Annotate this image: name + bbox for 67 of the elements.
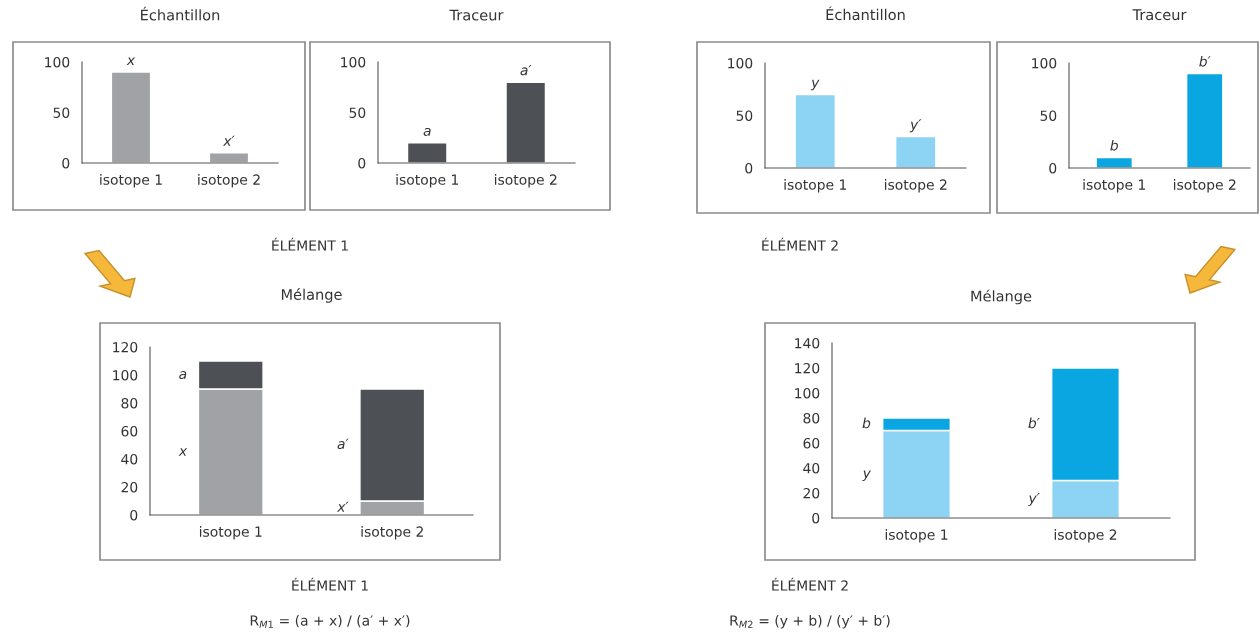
annotation: b [862, 417, 871, 429]
annotation: a [423, 127, 431, 136]
y-tick-label: 100 [728, 57, 753, 69]
text: R$_{M2}$ = (y + b) / (y′ + b′) [730, 615, 890, 629]
text: ÉLÉMENT 2 [772, 577, 848, 591]
y-tick-label: 100 [341, 56, 366, 68]
y-tick-label: 140 [795, 337, 820, 349]
x-tick-label: isotope 1 [396, 174, 459, 188]
y-tick-label: 50 [1040, 110, 1057, 121]
y-tick-label: 50 [53, 107, 70, 118]
annotation: y′ [1028, 492, 1040, 506]
y-tick-label: 100 [795, 387, 820, 399]
text: R$_{M1}$ = (a + x) / (a′ + x′) [250, 615, 410, 628]
annotation: x′ [222, 135, 235, 146]
y-tick-label: 20 [803, 487, 820, 499]
x-tick-label: isotope 2 [494, 174, 557, 188]
x-tick-label: isotope 1 [885, 529, 948, 543]
chart-title: Mélange [281, 288, 342, 303]
annotation: x [178, 448, 188, 456]
chart-title: Traceur [449, 9, 504, 21]
y-tick-label: 60 [803, 437, 820, 449]
x-tick-label: isotope 2 [884, 179, 947, 193]
x-tick-label: isotope 2 [1054, 529, 1117, 543]
y-tick-label: 40 [121, 453, 138, 465]
y-tick-label: 0 [1049, 162, 1057, 174]
y-tick-label: 0 [62, 157, 70, 169]
text: ÉLÉMENT 1 [272, 237, 348, 251]
annotation: y′ [909, 119, 922, 133]
y-tick-label: 0 [130, 509, 138, 521]
y-tick-label: 50 [736, 110, 753, 121]
y-tick-label: 80 [121, 397, 138, 409]
annotation: a′ [337, 438, 349, 450]
y-tick-label: 80 [803, 412, 820, 424]
x-tick-label: isotope 2 [1173, 179, 1236, 193]
y-tick-label: 100 [113, 369, 138, 381]
x-tick-label: isotope 2 [198, 174, 260, 188]
y-tick-label: 100 [45, 56, 70, 68]
y-tick-label: 120 [795, 362, 820, 374]
chart-title: Traceur [1132, 9, 1187, 21]
annotation: x′ [336, 501, 349, 512]
text: ÉLÉMENT 1 [292, 577, 368, 591]
text: ÉLÉMENT 2 [762, 237, 838, 251]
y-tick-label: 0 [358, 157, 366, 169]
chart-title: Mélange [971, 289, 1032, 305]
y-tick-label: 40 [803, 462, 820, 474]
chart-title: Échantillon [141, 6, 220, 21]
y-tick-label: 50 [349, 107, 366, 118]
x-tick-label: isotope 1 [1083, 179, 1146, 193]
annotation: x [126, 57, 136, 66]
annotation: b′ [1028, 417, 1040, 429]
y-tick-label: 20 [121, 481, 138, 493]
y-tick-label: 0 [745, 162, 753, 174]
y-tick-label: 0 [812, 512, 820, 524]
annotation: y [862, 470, 872, 481]
annotation: y [810, 79, 820, 91]
y-tick-label: 120 [113, 341, 138, 353]
annotation: b′ [1199, 55, 1211, 67]
x-tick-label: isotope 1 [199, 526, 262, 540]
y-tick-label: 60 [121, 425, 138, 437]
x-tick-label: isotope 2 [361, 526, 423, 540]
annotation: a′ [520, 65, 532, 76]
annotation: a [179, 371, 187, 380]
annotation: b [1110, 139, 1118, 151]
y-tick-label: 100 [1032, 57, 1057, 69]
chart-title: Échantillon [826, 6, 905, 21]
x-tick-label: isotope 1 [784, 179, 847, 193]
x-tick-label: isotope 1 [100, 174, 162, 188]
